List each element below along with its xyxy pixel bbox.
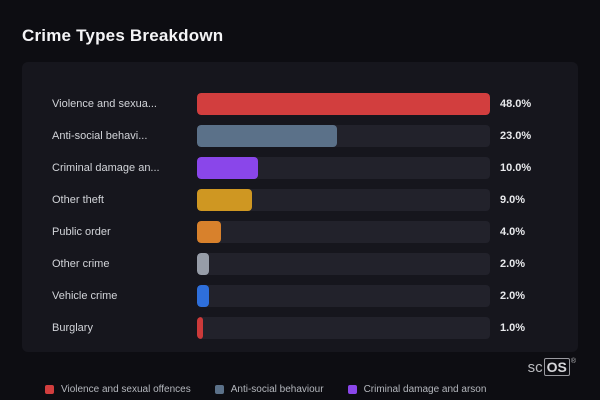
legend-item[interactable]: Criminal damage and arson	[347, 383, 487, 395]
legend-label: Anti-social behaviour	[230, 383, 324, 395]
logo-prefix: sc	[527, 358, 543, 376]
value-label: 1.0%	[500, 322, 526, 334]
chart-legend: Violence and sexual offences Anti-social…	[0, 378, 600, 400]
category-label: Other crime	[52, 258, 110, 270]
legend-swatch	[45, 384, 54, 394]
chart-row: Other theft 9.0%	[52, 184, 552, 216]
bar-fill	[197, 189, 252, 211]
value-label: 10.0%	[500, 162, 532, 174]
bar-track	[197, 157, 490, 179]
bar-track	[197, 189, 490, 211]
category-label: Vehicle crime	[52, 290, 118, 302]
bar-fill	[197, 285, 210, 307]
value-label: 48.0%	[500, 98, 532, 110]
registered-mark: ®	[570, 358, 576, 365]
bar-fill	[197, 317, 204, 339]
category-label: Other theft	[52, 194, 104, 206]
bar-fill	[197, 93, 490, 115]
value-label: 2.0%	[500, 258, 526, 270]
bar-track	[197, 317, 490, 339]
legend-label: Criminal damage and arson	[363, 383, 487, 395]
logo-suffix: OS	[543, 358, 570, 376]
page-title: Crime Types Breakdown	[22, 26, 224, 45]
category-label: Public order	[52, 226, 111, 238]
bar-track	[197, 125, 490, 147]
chart-row: Anti-social behavi... 23.0%	[52, 120, 552, 152]
chart-card: Violence and sexua... 48.0% Anti-social …	[22, 62, 578, 352]
chart-row: Burglary 1.0%	[52, 312, 552, 344]
value-label: 9.0%	[500, 194, 526, 206]
legend-swatch	[347, 384, 357, 394]
value-label: 2.0%	[500, 290, 526, 302]
value-label: 4.0%	[500, 226, 526, 238]
category-label: Violence and sexua...	[52, 98, 157, 110]
legend-label: Violence and sexual offences	[61, 383, 191, 395]
watermark-logo: sc OS ®	[528, 358, 576, 376]
bar-track	[197, 253, 490, 275]
chart-row: Public order 4.0%	[52, 216, 552, 248]
bar-track	[197, 221, 490, 243]
category-label: Burglary	[52, 322, 93, 334]
bar-fill	[197, 253, 210, 275]
chart-row: Violence and sexua... 48.0%	[52, 88, 552, 120]
bar-track	[197, 285, 490, 307]
bar-fill	[197, 221, 222, 243]
bar-fill	[197, 125, 338, 147]
bar-fill	[197, 157, 259, 179]
category-label: Criminal damage an...	[52, 162, 160, 174]
chart-row: Vehicle crime 2.0%	[52, 280, 552, 312]
chart-row: Other crime 2.0%	[52, 248, 552, 280]
legend-item[interactable]: Violence and sexual offences	[45, 384, 191, 395]
value-label: 23.0%	[500, 130, 532, 142]
category-label: Anti-social behavi...	[52, 130, 148, 142]
bar-track	[197, 93, 490, 115]
legend-swatch	[214, 384, 224, 394]
legend-item[interactable]: Anti-social behaviour	[214, 383, 324, 395]
chart-row: Criminal damage an... 10.0%	[52, 152, 552, 184]
